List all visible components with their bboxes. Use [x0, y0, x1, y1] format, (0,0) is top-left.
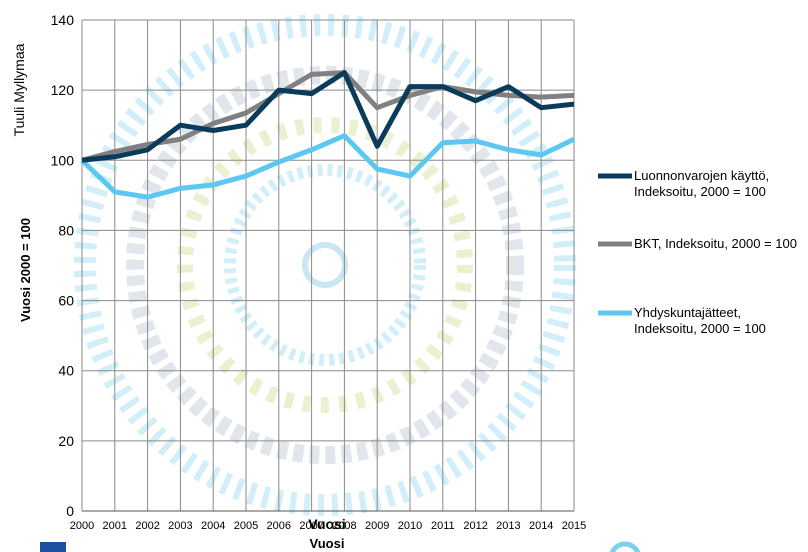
y-tick-label: 40 [58, 363, 74, 379]
x-tick-label: 2007 [299, 520, 323, 532]
x-tick-label: 2011 [431, 520, 455, 532]
legend-label: BKT, Indeksoitu, 2000 = 100 [634, 236, 797, 251]
x-tick-label: 2008 [332, 520, 356, 532]
x-tick-label: 2001 [103, 520, 127, 532]
y-tick-label: 20 [58, 433, 74, 449]
y-tick-label: 100 [51, 152, 75, 168]
legend-label: Yhdyskuntajätteet, Indeksoitu, 2000 = 10… [634, 305, 766, 336]
legend-label: Luonnonvarojen käyttö, Indeksoitu, 2000 … [634, 168, 770, 199]
data-line [81, 70, 575, 163]
logo [40, 542, 66, 552]
data-line [80, 133, 576, 200]
x-tick-label: 2010 [398, 520, 422, 532]
x-tick-label: 2014 [529, 520, 553, 532]
x-tick-label: 2004 [201, 520, 225, 532]
x-tick-label: 2012 [463, 520, 487, 532]
x-tick-label: 2002 [135, 520, 159, 532]
x-tick-label: 2006 [267, 520, 291, 532]
x-tick-label: 2013 [496, 520, 520, 532]
y-tick-label: 80 [58, 222, 74, 238]
x-tick-label: 2005 [234, 520, 258, 532]
x-tick-label: 2000 [70, 520, 94, 532]
background-decoration [74, 14, 576, 516]
x-tick-label: 2009 [365, 520, 389, 532]
y-tick-label: 120 [51, 82, 75, 98]
logo [609, 541, 641, 552]
y-tick-label: 60 [58, 293, 74, 309]
annotation: Vuosi [308, 516, 346, 532]
y-tick-label: 0 [66, 503, 74, 519]
y-axis-title: Vuosi 2000 = 100 [18, 218, 33, 322]
x-tick-label: 2003 [168, 520, 192, 532]
y-tick-label: 140 [51, 12, 75, 28]
x-tick-label: 2015 [562, 520, 586, 532]
x-axis-title: Vuosi [310, 536, 345, 551]
side-note: Tuuli Myllymaa [11, 43, 27, 136]
